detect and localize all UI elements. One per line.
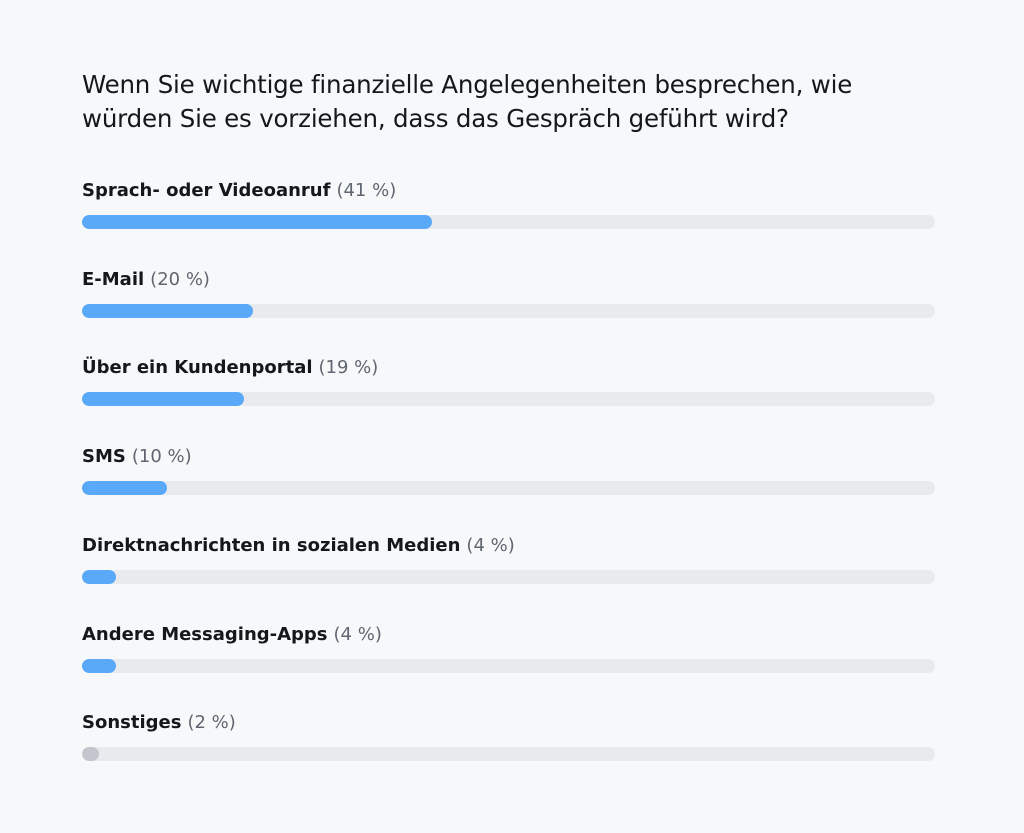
option-name: Andere Messaging-Apps bbox=[82, 623, 328, 645]
bar-fill bbox=[82, 569, 117, 584]
poll-option: E-Mail (20 %) bbox=[82, 267, 935, 327]
bar-fill bbox=[82, 215, 432, 229]
option-name: Sprach- oder Videoanruf bbox=[82, 180, 331, 201]
poll-option: Andere Messaging-Apps (4 %) bbox=[82, 622, 935, 682]
bar-track bbox=[82, 747, 935, 762]
bar-track bbox=[82, 481, 935, 496]
poll-option: Sonstiges (2 %) bbox=[82, 710, 935, 770]
option-percentage: (19 %) bbox=[318, 357, 379, 379]
option-label: Über ein Kundenportal (19 %) bbox=[82, 355, 378, 381]
poll-option: Direktnachrichten in sozialen Medien (4 %… bbox=[82, 533, 935, 593]
option-percentage: (4 %) bbox=[333, 623, 382, 645]
bar-fill bbox=[82, 392, 245, 407]
poll-option: SMS (10 %) bbox=[82, 444, 935, 504]
bar-fill bbox=[82, 303, 253, 318]
option-label: Direktnachrichten in sozialen Medien (4 %… bbox=[82, 533, 515, 559]
option-label: Sprach- oder Videoanruf (41 %) bbox=[82, 178, 396, 204]
bar-track bbox=[82, 215, 935, 229]
option-name: E-Mail bbox=[82, 268, 145, 290]
bar-track bbox=[82, 658, 935, 673]
option-percentage: (10 %) bbox=[131, 446, 192, 468]
poll-option: Über ein Kundenportal (19 %) bbox=[82, 355, 935, 415]
option-name: Sonstiges bbox=[82, 712, 182, 734]
option-percentage: (20 %) bbox=[150, 268, 210, 290]
option-label: E-Mail (20 %) bbox=[82, 267, 210, 293]
bar-track bbox=[82, 569, 935, 584]
poll-question: Wenn Sie wichtige finanzielle Angelegenh… bbox=[82, 70, 853, 133]
bar-fill bbox=[82, 658, 117, 673]
poll-option: Sprach- oder Videoanruf (41 %) bbox=[82, 178, 935, 238]
option-label: SMS (10 %) bbox=[82, 444, 192, 470]
option-percentage: (4 %) bbox=[466, 534, 515, 556]
option-label: Sonstiges (2 %) bbox=[82, 710, 236, 736]
option-percentage: (2 %) bbox=[187, 712, 236, 734]
option-name: Direktnachrichten in sozialen Medien bbox=[82, 534, 461, 556]
bar-fill bbox=[82, 481, 168, 496]
bar-track bbox=[82, 303, 935, 318]
option-label: Andere Messaging-Apps (4 %) bbox=[82, 622, 382, 648]
option-percentage: (41 %) bbox=[336, 180, 397, 201]
bar-fill bbox=[82, 747, 100, 762]
option-name: SMS bbox=[82, 446, 126, 468]
option-name: Über ein Kundenportal bbox=[82, 357, 313, 379]
bar-track bbox=[82, 392, 935, 407]
